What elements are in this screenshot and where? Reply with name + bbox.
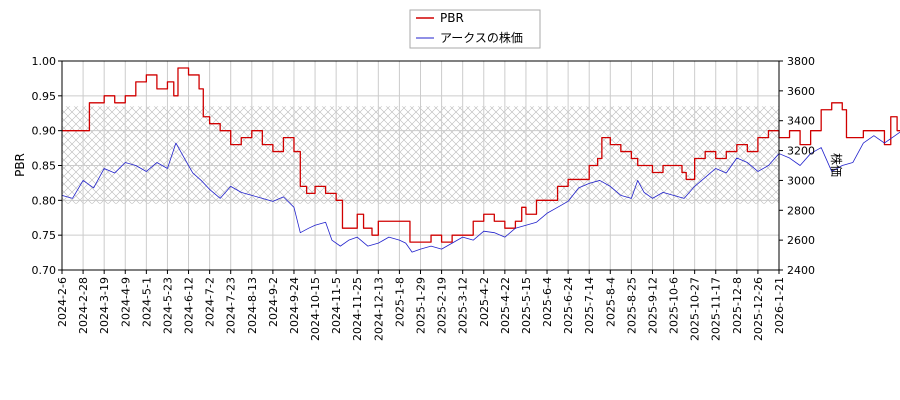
x-tick-label: 2024-2-28 [77, 277, 90, 334]
x-tick-label: 2025-2-19 [436, 277, 449, 334]
y-left-tick-label: 0.75 [32, 229, 57, 242]
y-right-axis: 2400 2600 2800 3000 3200 3400 3600 3800 [779, 55, 815, 277]
x-tick-label: 2024-9-2 [267, 277, 280, 327]
y-left-tick-label: 1.00 [32, 55, 57, 68]
y-right-tick-label: 3000 [787, 174, 815, 187]
x-tick-label: 2025-3-12 [457, 277, 470, 334]
x-tick-label: 2024-3-19 [98, 277, 111, 334]
series-layer [61, 67, 900, 253]
y-left-tick-label: 0.80 [32, 194, 57, 207]
x-tick-label: 2025-4-22 [499, 277, 512, 334]
y-right-axis-title: 株価 [829, 153, 844, 177]
y-right-tick-label: 2600 [787, 234, 815, 247]
legend: PBR アークスの株価 [409, 9, 541, 49]
x-tick-label: 2024-10-15 [309, 277, 322, 341]
x-tick-label: 2025-6-24 [562, 277, 575, 334]
y-left-axis-title: PBR [13, 153, 27, 177]
x-tick-label: 2025-4-2 [478, 277, 491, 327]
legend-label-pbr: PBR [440, 11, 464, 25]
y-right-tick-label: 3200 [787, 145, 815, 158]
x-tick-label: 2024-2-6 [56, 277, 69, 327]
series-line-pbr [62, 67, 900, 243]
legend-label-stock: アークスの株価 [440, 30, 523, 45]
x-tick-label: 2024-11-5 [330, 277, 343, 334]
x-tick-label: 2024-4-9 [119, 277, 132, 327]
x-tick-label: 2024-9-24 [288, 277, 301, 334]
x-tick-label: 2025-10-27 [689, 277, 702, 341]
x-tick-label: 2025-1-8 [393, 277, 406, 327]
x-axis: 2024-2-6 2024-2-28 2024-3-19 2024-4-9 2024-5… [56, 270, 786, 341]
x-tick-label: 2025-12-8 [731, 277, 744, 334]
x-tick-label: 2025-8-4 [604, 277, 617, 327]
x-tick-label: 2025-9-12 [646, 277, 659, 334]
x-tick-label: 2025-6-4 [541, 277, 554, 327]
x-tick-label: 2024-7-23 [225, 277, 238, 334]
y-right-tick-label: 3800 [787, 55, 815, 68]
y-right-tick-label: 3600 [787, 85, 815, 98]
x-tick-label: 2024-8-13 [246, 277, 259, 334]
x-tick-label: 2025-10-6 [668, 277, 681, 334]
series-line-stock-price [61, 131, 900, 253]
x-tick-label: 2024-11-25 [351, 277, 364, 341]
x-tick-label: 2025-1-29 [415, 277, 428, 334]
x-tick-label: 2024-5-1 [140, 277, 153, 327]
x-tick-label: 2024-12-13 [372, 277, 385, 341]
y-left-tick-label: 0.95 [32, 90, 57, 103]
y-left-axis: 0.70 0.75 0.80 0.85 0.90 0.95 1.00 [32, 55, 62, 277]
x-tick-label: 2025-8-25 [625, 277, 638, 334]
x-tick-label: 2024-5-23 [161, 277, 174, 334]
x-tick-label: 2025-5-15 [520, 277, 533, 334]
x-tick-label: 2025-11-17 [710, 277, 723, 341]
y-right-tick-label: 2400 [787, 264, 815, 277]
y-left-tick-label: 0.90 [32, 125, 57, 138]
y-right-tick-label: 2800 [787, 204, 815, 217]
y-right-tick-label: 3400 [787, 115, 815, 128]
x-tick-label: 2025-7-14 [583, 277, 596, 334]
x-tick-label: 2024-7-2 [204, 277, 217, 327]
y-left-tick-label: 0.85 [32, 160, 57, 173]
x-tick-label: 2026-1-21 [773, 277, 786, 334]
x-tick-label: 2025-12-26 [752, 277, 765, 341]
legend-box [409, 9, 541, 49]
y-left-tick-label: 0.70 [32, 264, 57, 277]
x-tick-label: 2024-6-12 [183, 277, 196, 334]
